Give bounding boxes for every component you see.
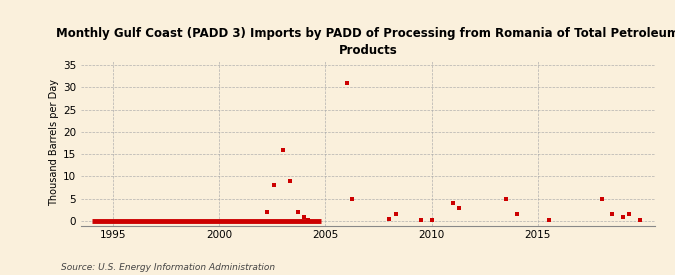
- Point: [607, 212, 618, 216]
- Point: [448, 201, 458, 205]
- Point: [285, 179, 296, 183]
- Y-axis label: Thousand Barrels per Day: Thousand Barrels per Day: [49, 79, 59, 207]
- Point: [269, 183, 279, 188]
- Point: [303, 218, 314, 222]
- Point: [454, 205, 464, 210]
- Point: [383, 217, 394, 221]
- Text: Source: U.S. Energy Information Administration: Source: U.S. Energy Information Administ…: [61, 263, 275, 272]
- Point: [543, 218, 554, 222]
- Point: [390, 212, 401, 216]
- Point: [342, 81, 352, 85]
- Point: [346, 197, 357, 201]
- Point: [618, 214, 628, 219]
- Point: [624, 212, 634, 216]
- Point: [426, 218, 437, 222]
- Title: Monthly Gulf Coast (PADD 3) Imports by PADD of Processing from Romania of Total : Monthly Gulf Coast (PADD 3) Imports by P…: [57, 27, 675, 57]
- Point: [634, 218, 645, 222]
- Point: [501, 197, 512, 201]
- Point: [299, 214, 310, 219]
- Point: [511, 212, 522, 216]
- Point: [416, 218, 427, 222]
- Point: [261, 210, 272, 214]
- Point: [277, 147, 288, 152]
- Point: [596, 197, 607, 201]
- Point: [292, 210, 303, 214]
